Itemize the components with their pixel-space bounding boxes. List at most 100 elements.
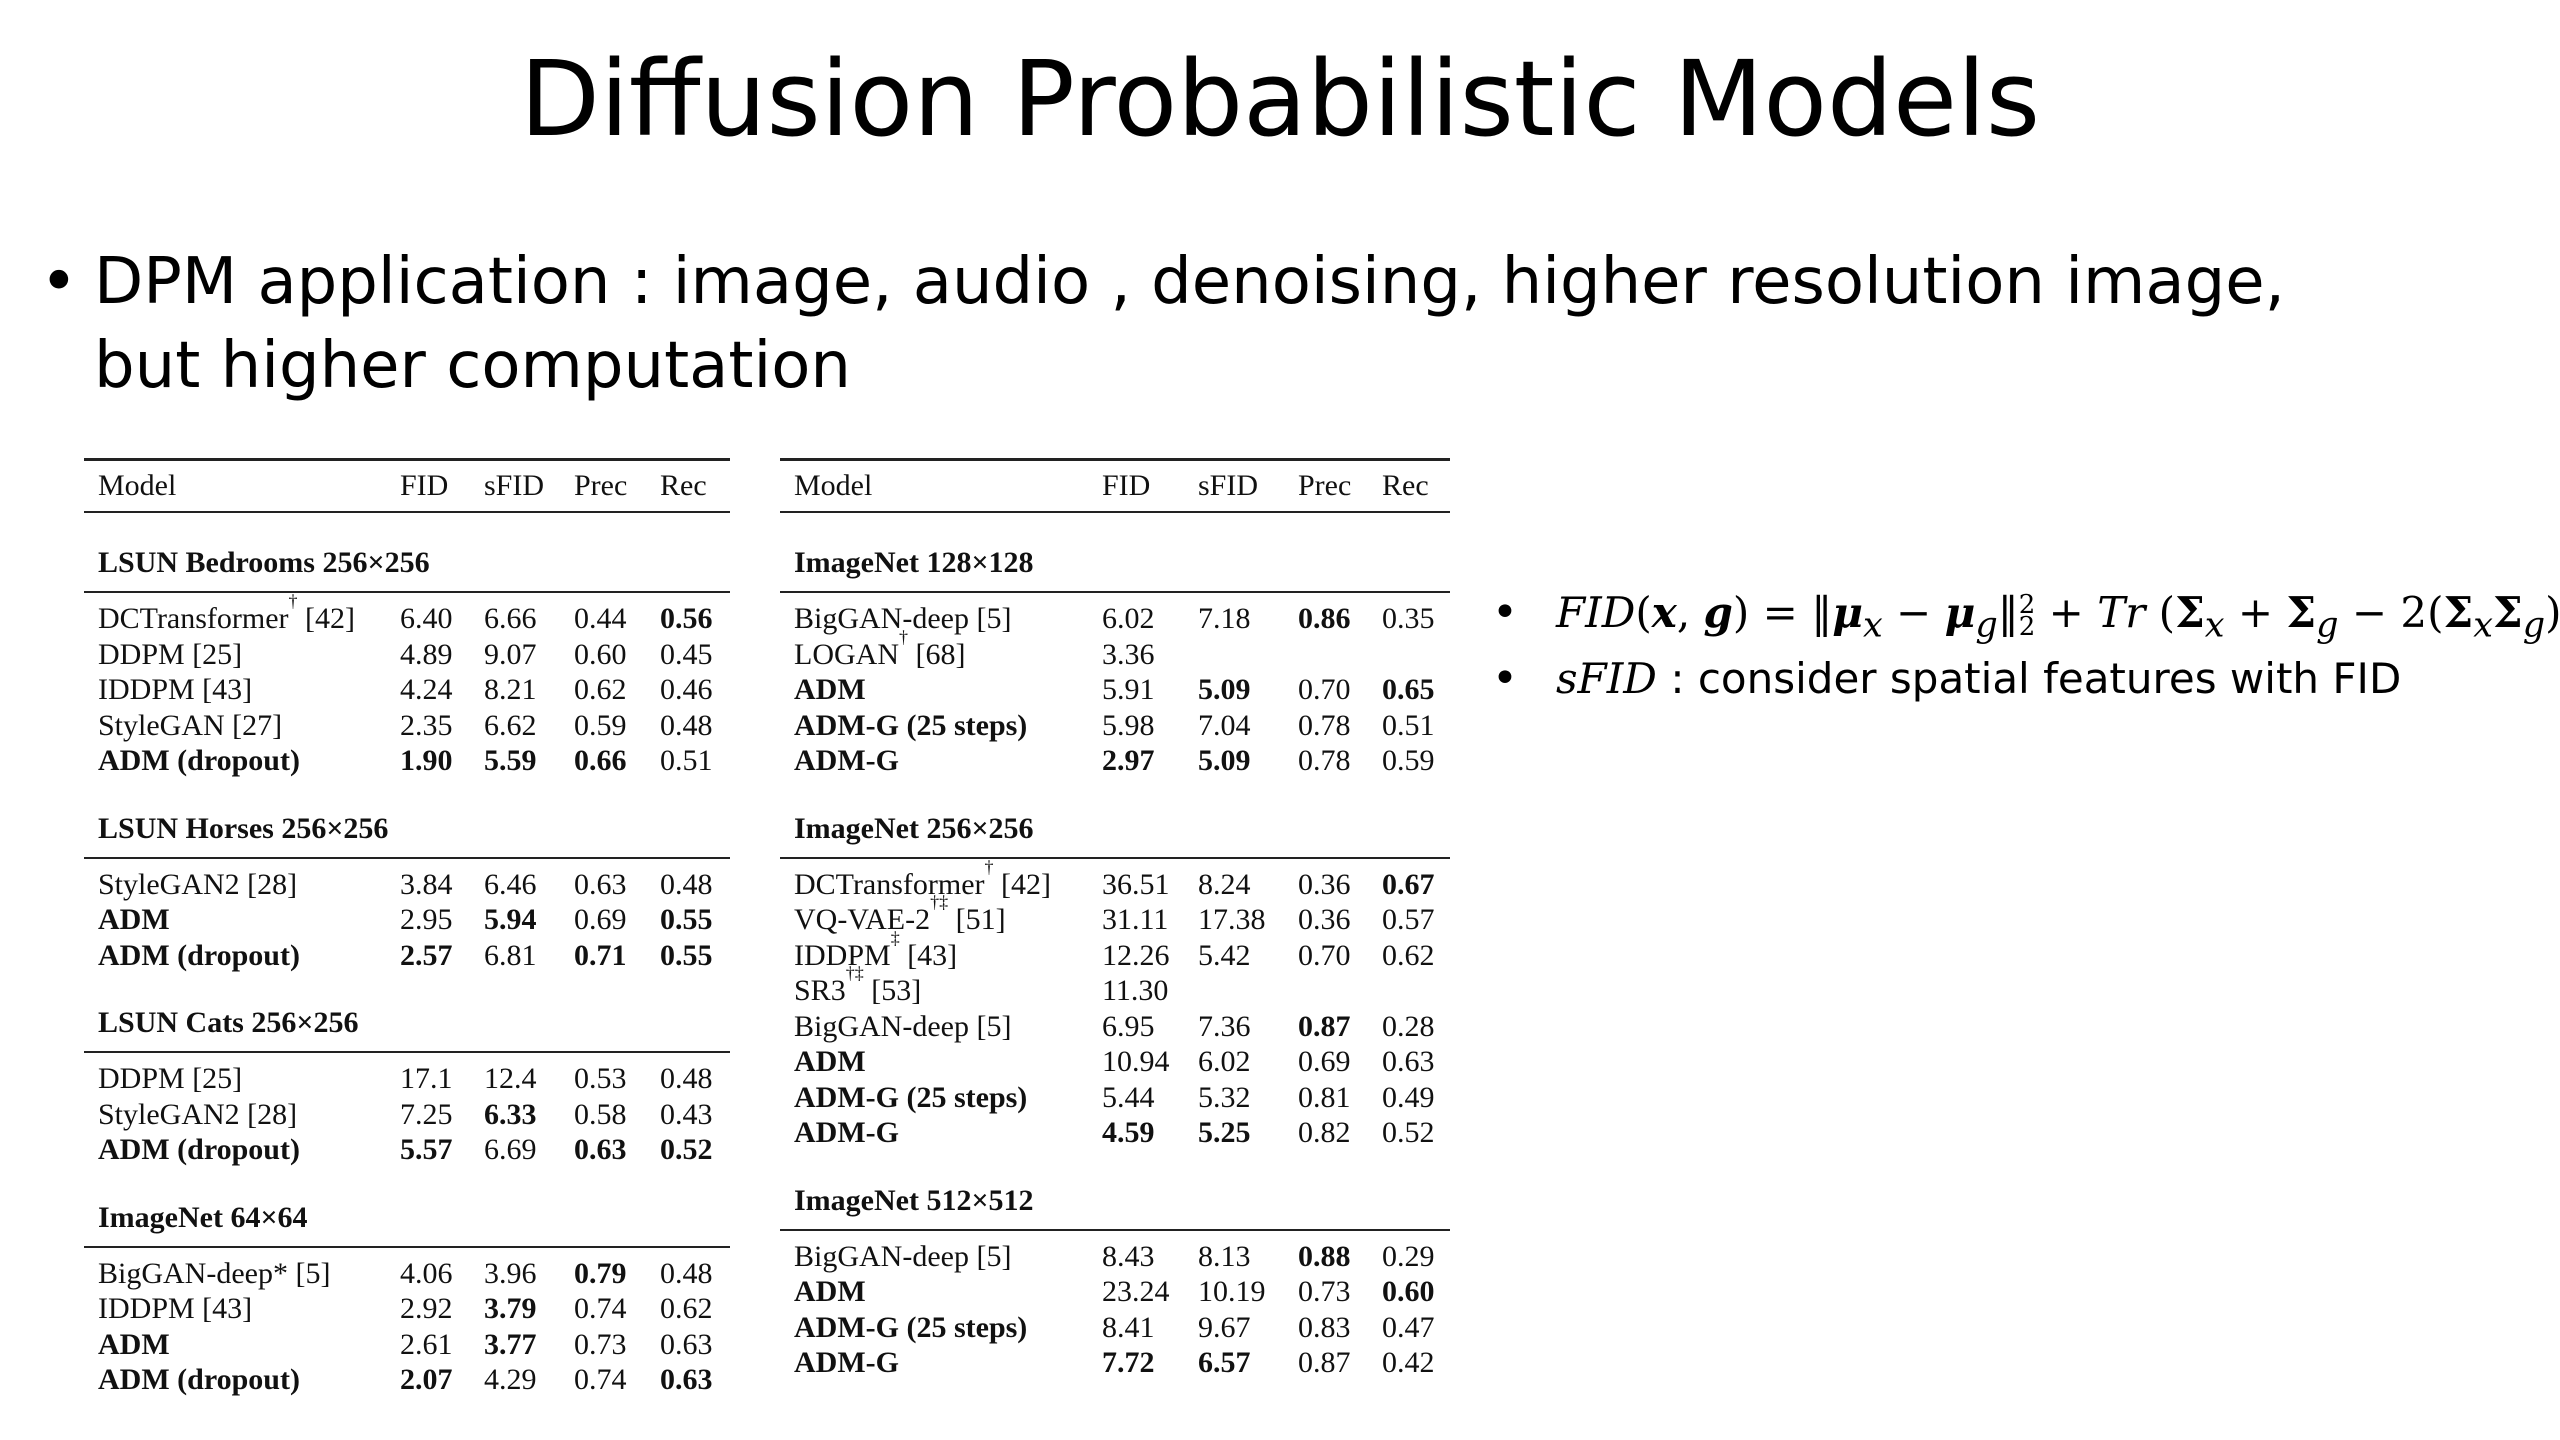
results-table-left: Model FID sFID Prec Rec LSUN Bedrooms 256×256…: [84, 458, 730, 1398]
metric-value: 0.86: [1298, 602, 1351, 635]
metric-value: 4.89: [400, 637, 453, 671]
metric-value: 0.81: [1298, 1080, 1351, 1114]
metric-value: 0.48: [660, 708, 713, 742]
metric-value: 5.57: [400, 1133, 453, 1166]
metric-value: 0.48: [660, 1062, 713, 1095]
metric-value: 6.46: [484, 867, 537, 901]
metric-value: 2.95: [400, 903, 453, 936]
metric-value: 17.38: [1198, 903, 1266, 936]
metric-value: 0.48: [660, 1256, 713, 1290]
metric-value: 0.43: [660, 1097, 713, 1131]
metric-value: 3.79: [484, 1292, 537, 1325]
model-name: StyleGAN [27]: [98, 708, 283, 742]
model-name: ADM-G: [794, 1116, 899, 1149]
metric-value: 0.56: [660, 602, 713, 635]
metric-value: 11.30: [1102, 974, 1169, 1007]
model-name: BigGAN-deep [5]: [794, 1239, 1012, 1273]
table-row: DDPM [25] 4.89 9.07 0.60 0.45: [84, 637, 730, 673]
metric-value: 7.36: [1198, 1009, 1251, 1043]
column-header: Rec: [1382, 469, 1429, 502]
metric-value: 0.59: [1382, 744, 1435, 777]
metric-value: 6.95: [1102, 1009, 1155, 1043]
sfid-description: : consider spatial features with FID: [1656, 654, 2402, 703]
metric-value: 0.66: [574, 744, 627, 777]
metric-value: 3.36: [1102, 637, 1155, 671]
metric-value: 17.1: [400, 1062, 453, 1095]
metric-value: 5.98: [1102, 708, 1155, 742]
model-name: ADM (dropout): [98, 938, 300, 972]
column-header: Model: [794, 469, 873, 502]
metric-value: 0.57: [1382, 903, 1435, 936]
table-row: DCTransformer† [42] 36.51 8.24 0.36 0.67: [780, 858, 1450, 903]
model-name: ADM (dropout): [98, 1133, 300, 1166]
metric-value: 0.60: [574, 637, 627, 671]
metric-value: 0.73: [1298, 1275, 1351, 1308]
footnote-mark: †: [984, 856, 994, 877]
metric-value: 0.51: [1382, 708, 1435, 742]
metric-value: 8.13: [1198, 1239, 1251, 1273]
metric-value: 2.57: [400, 938, 453, 972]
model-name: ADM (dropout): [98, 1363, 300, 1396]
section-header: ImageNet 64×64: [84, 1168, 730, 1248]
metric-value: 0.29: [1382, 1239, 1435, 1273]
column-header: FID: [400, 469, 449, 502]
metric-value: 36.51: [1102, 867, 1170, 901]
model-name: ADM-G (25 steps): [794, 1080, 1028, 1114]
metric-value: 6.02: [1102, 602, 1155, 635]
metric-value: 0.78: [1298, 708, 1351, 742]
table-row: ADM (dropout) 2.57 6.81 0.71 0.55: [84, 938, 730, 974]
model-name: ADM: [794, 1275, 866, 1308]
metric-value: 0.78: [1298, 744, 1351, 777]
model-name: VQ-VAE-2†‡ [51]: [794, 892, 1006, 936]
metric-value: 0.82: [1298, 1116, 1351, 1149]
metric-value: 0.55: [660, 903, 713, 936]
section-header: LSUN Horses 256×256: [84, 779, 730, 859]
metric-value: 9.67: [1198, 1310, 1251, 1344]
table-row: ADM (dropout) 5.57 6.69 0.63 0.52: [84, 1132, 730, 1168]
slide-title: Diffusion Probabilistic Models: [519, 38, 2041, 160]
bullet-dot: •: [1492, 587, 1518, 638]
metric-value: 0.87: [1298, 1009, 1351, 1043]
metric-value: 6.57: [1198, 1346, 1251, 1379]
metric-value: 0.79: [574, 1256, 627, 1290]
table-row: ADM-G (25 steps) 5.98 7.04 0.78 0.51: [780, 708, 1450, 744]
table-row: ADM-G (25 steps) 8.41 9.67 0.83 0.47: [780, 1310, 1450, 1346]
section-title: LSUN Horses 256×256: [98, 811, 389, 845]
sfid-definition: • sFID : consider spatial features with …: [1492, 646, 2552, 712]
metric-value: 9.07: [484, 637, 537, 671]
metric-value: 3.96: [484, 1256, 537, 1290]
table-row: ADM-G (25 steps) 5.44 5.32 0.81 0.49: [780, 1080, 1450, 1116]
metric-value: 0.53: [574, 1062, 627, 1095]
metric-value: 0.52: [1382, 1116, 1435, 1149]
metric-value: 12.26: [1102, 938, 1170, 972]
model-name: StyleGAN2 [28]: [98, 867, 298, 901]
metric-value: 2.07: [400, 1363, 453, 1396]
metric-value: 0.55: [660, 938, 713, 972]
metric-value: 0.67: [1382, 867, 1435, 901]
section-title: ImageNet 256×256: [794, 811, 1034, 845]
table-row: ADM-G 2.97 5.09 0.78 0.59: [780, 743, 1450, 779]
metric-value: 8.24: [1198, 867, 1251, 901]
table-row: DCTransformer† [42] 6.40 6.66 0.44 0.56: [84, 592, 730, 637]
sfid-term: sFID: [1556, 654, 1657, 703]
main-bullet: • DPM application : image, audio , denoi…: [40, 240, 2340, 408]
metric-value: 0.88: [1298, 1239, 1351, 1273]
metric-value: 1.90: [400, 744, 453, 777]
metric-value: 31.11: [1102, 903, 1169, 936]
metric-value: 2.92: [400, 1292, 453, 1325]
metric-value: 0.83: [1298, 1310, 1351, 1344]
model-name: BigGAN-deep [5]: [794, 1009, 1012, 1043]
metric-value: 0.44: [574, 602, 627, 635]
metric-value: 0.48: [660, 867, 713, 901]
section-header: ImageNet 128×128: [780, 513, 1450, 593]
results-table-right: Model FID sFID Prec Rec ImageNet 128×128 BigGA…: [780, 458, 1450, 1381]
metric-value: 0.36: [1298, 903, 1351, 936]
metric-value: 5.09: [1198, 744, 1251, 777]
metric-value: 0.65: [1382, 673, 1435, 706]
metric-value: 5.44: [1102, 1080, 1155, 1114]
metric-value: 6.69: [484, 1133, 537, 1166]
metric-value: 3.77: [484, 1327, 537, 1361]
table-row: ADM 5.91 5.09 0.70 0.65: [780, 672, 1450, 708]
table-row: IDDPM‡ [43] 12.26 5.42 0.70 0.62: [780, 929, 1450, 974]
footnote-mark: †: [288, 591, 298, 611]
